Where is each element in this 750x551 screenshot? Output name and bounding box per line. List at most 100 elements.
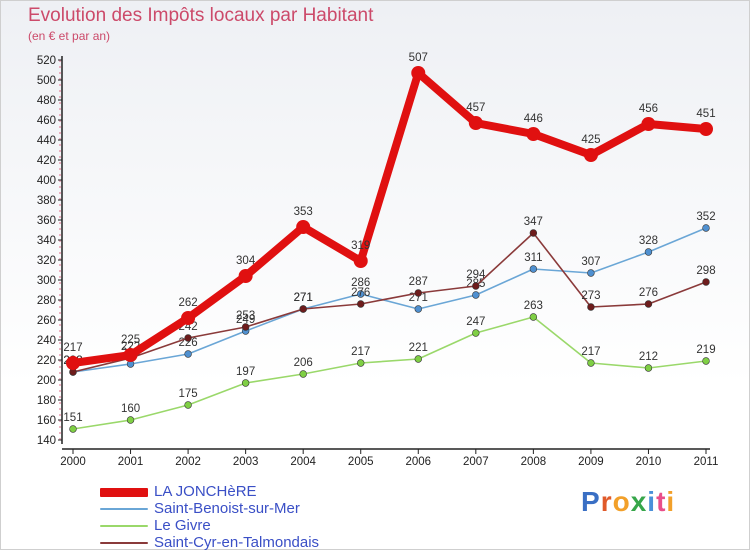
y-tick-label: 480: [37, 95, 56, 107]
data-point: [357, 359, 365, 367]
x-tick-label: 2000: [60, 456, 86, 468]
y-tick-label: 440: [37, 135, 56, 147]
brand-letter: o: [612, 486, 631, 517]
x-tick-label: 2007: [463, 456, 489, 468]
data-point: [184, 334, 192, 342]
data-label: 197: [236, 366, 255, 378]
data-point: [529, 229, 538, 237]
data-point: [526, 127, 541, 141]
x-tick-label: 2001: [118, 456, 144, 468]
data-label: 287: [409, 276, 428, 288]
legend-item: Le Givre: [100, 517, 319, 534]
x-tick-label: 2006: [405, 456, 431, 468]
x-tick-label: 2004: [290, 456, 316, 468]
data-label: 347: [524, 216, 543, 228]
data-label: 307: [581, 256, 600, 268]
data-point: [296, 220, 311, 234]
y-tick-label: 300: [37, 275, 56, 287]
legend-swatch: [100, 542, 148, 545]
data-point: [702, 224, 710, 232]
data-point: [641, 117, 656, 131]
series-line: [69, 69, 710, 367]
data-label: 328: [639, 235, 658, 247]
brand-letter: P: [581, 486, 601, 517]
data-point: [181, 311, 196, 325]
data-point: [472, 282, 480, 290]
data-point: [411, 66, 426, 80]
data-label: 298: [696, 265, 715, 277]
data-point: [472, 329, 480, 337]
y-tick-label: 500: [37, 75, 56, 87]
data-label: 457: [466, 102, 485, 114]
data-label: 217: [63, 342, 82, 354]
x-tick-label: 2003: [233, 456, 259, 468]
data-label: 151: [63, 412, 82, 424]
series-line: [72, 232, 707, 373]
legend-label: Le Givre: [154, 517, 211, 534]
data-label: 446: [524, 113, 543, 125]
y-tick-label: 520: [37, 55, 56, 67]
data-point: [357, 300, 365, 308]
data-point: [241, 379, 250, 387]
data-label: 352: [696, 211, 715, 223]
x-tick-label: 2010: [636, 456, 662, 468]
legend-label: Saint-Benoist-sur-Mer: [154, 500, 300, 517]
legend-swatch: [100, 525, 148, 528]
legend-item: Saint-Benoist-sur-Mer: [100, 500, 319, 517]
data-point: [587, 359, 595, 367]
x-tick-label: 2008: [521, 456, 547, 468]
data-point: [238, 269, 253, 283]
data-label: 456: [639, 103, 658, 115]
data-label: 353: [294, 206, 313, 218]
y-tick-label: 160: [37, 415, 56, 427]
y-tick-label: 460: [37, 115, 56, 127]
y-tick-label: 180: [37, 395, 56, 407]
legend-label: Saint-Cyr-en-Talmondais: [154, 534, 320, 551]
data-label: 271: [409, 292, 428, 304]
data-point: [644, 248, 653, 256]
y-tick-label: 260: [37, 315, 56, 327]
brand-letter: i: [647, 486, 657, 517]
legend-swatch: [100, 487, 148, 497]
y-tick-label: 200: [37, 375, 56, 387]
brand-letter: x: [630, 486, 648, 517]
data-point: [123, 348, 138, 362]
y-tick-label: 240: [37, 335, 56, 347]
data-point: [299, 305, 307, 313]
data-point: [702, 278, 710, 286]
data-label: 276: [639, 287, 658, 299]
series-line: [72, 316, 707, 430]
data-point: [241, 323, 250, 331]
data-point: [299, 370, 307, 378]
data-label: 425: [581, 134, 600, 146]
data-label: 221: [409, 342, 428, 354]
y-tick-label: 340: [37, 235, 56, 247]
data-label: 271: [294, 292, 313, 304]
data-label: 311: [524, 252, 542, 264]
chart-title: Evolution des Impôts locaux par Habitant: [28, 5, 374, 26]
data-label: 247: [466, 316, 485, 328]
data-label: 451: [696, 108, 715, 120]
data-point: [529, 313, 538, 321]
data-point: [357, 290, 365, 298]
data-label: 507: [409, 52, 428, 64]
series-line: [72, 227, 707, 373]
data-point: [126, 416, 135, 424]
brand-letter: t: [656, 486, 667, 517]
data-label: 160: [121, 403, 140, 415]
y-tick-label: 140: [37, 435, 56, 447]
chart-legend: LA JONCHèRE Saint-Benoist-sur-Mer Le Givre…: [100, 483, 319, 551]
brand-letter: i: [666, 486, 676, 517]
legend-label: LA JONCHèRE: [154, 483, 257, 500]
data-point: [702, 357, 710, 365]
data-point: [644, 300, 653, 308]
data-point: [353, 254, 368, 268]
data-label: 217: [581, 346, 600, 358]
data-label: 273: [581, 290, 600, 302]
data-point: [468, 116, 483, 130]
y-tick-label: 400: [37, 175, 56, 187]
data-point: [184, 401, 192, 409]
data-point: [587, 269, 595, 277]
data-point: [583, 148, 598, 162]
